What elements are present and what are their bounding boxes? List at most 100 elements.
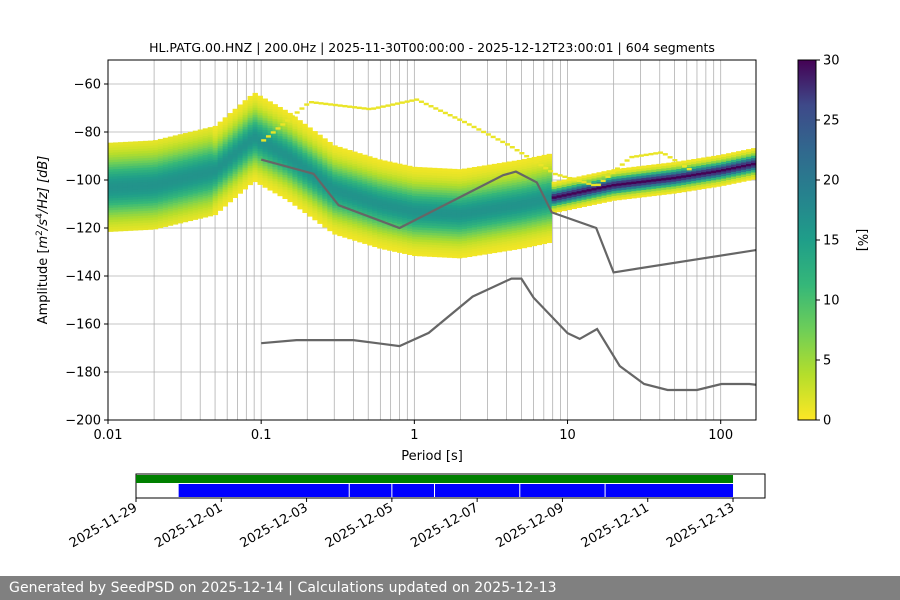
- heatmap-cell: [526, 232, 533, 236]
- heatmap-cell: [751, 152, 756, 156]
- heatmap-cell: [412, 188, 418, 192]
- heatmap-cell: [272, 108, 278, 112]
- heatmap-cell: [726, 174, 732, 178]
- heatmap-cell: [486, 167, 493, 170]
- heatmap-cell: [481, 199, 488, 202]
- heatmap-cell: [297, 148, 303, 152]
- heatmap-cell: [157, 182, 164, 185]
- heatmap-cell: [247, 167, 253, 171]
- heatmap-cell: [217, 162, 224, 166]
- heatmap-cell: [656, 166, 662, 170]
- heatmap-cell: [387, 168, 393, 172]
- heatmap-cell: [551, 186, 558, 190]
- heatmap-cell: [596, 201, 602, 204]
- heatmap-cell: [481, 213, 488, 217]
- heatmap-cell: [212, 190, 219, 194]
- heatmap-cell: [716, 181, 722, 185]
- heatmap-cell: [197, 187, 204, 190]
- heatmap-cell: [182, 193, 189, 196]
- heatmap-cell: [142, 157, 149, 161]
- heatmap-cell: [202, 185, 209, 189]
- heatmap-cell: [342, 194, 348, 197]
- heatmap-cell: [337, 154, 343, 157]
- heatmap-cell: [282, 121, 288, 125]
- heatmap-cell: [212, 195, 219, 199]
- heatmap-cell: [357, 201, 363, 204]
- heatmap-cell: [516, 234, 523, 238]
- heatmap-cell: [427, 191, 433, 195]
- heatmap-cell: [526, 165, 533, 168]
- heatmap-cell: [352, 187, 358, 191]
- heatmap-cell: [217, 140, 224, 144]
- heatmap-cell: [526, 234, 533, 238]
- heatmap-cell: [456, 188, 463, 192]
- heatmap-cell: [476, 202, 483, 206]
- heatmap-cell: [147, 140, 154, 144]
- heatmap-cell: [486, 195, 493, 199]
- heatmap-cell: [287, 160, 293, 164]
- heatmap-cell: [686, 178, 692, 182]
- heatmap-cell: [422, 227, 428, 231]
- heatmap-cell: [746, 165, 752, 169]
- heatmap-cell: [152, 202, 159, 206]
- y-tick-label: −60: [74, 78, 101, 93]
- heatmap-cell: [491, 187, 498, 191]
- heatmap-cell: [322, 155, 328, 158]
- heatmap-cell: [536, 235, 543, 238]
- heatmap-cell: [536, 199, 543, 202]
- heatmap-cell: [382, 246, 388, 250]
- heatmap-cell: [347, 193, 353, 197]
- heatmap-cell: [307, 137, 313, 140]
- heatmap-cell: [187, 134, 194, 138]
- heatmap-cell: [237, 190, 243, 194]
- heatmap-cell: [232, 130, 238, 134]
- heatmap-cell: [551, 191, 558, 194]
- heatmap-cell: [716, 171, 722, 175]
- heatmap-cell: [137, 193, 144, 197]
- heatmap-cell: [182, 212, 189, 216]
- heatmap-cell: [212, 171, 219, 175]
- heatmap-cell: [162, 216, 169, 220]
- heatmap-cell: [337, 182, 343, 186]
- heatmap-cell: [352, 161, 358, 164]
- heatmap-cell: [397, 223, 403, 227]
- heatmap-cell: [277, 157, 283, 161]
- heatmap-cell: [496, 172, 503, 176]
- heatmap-cell: [172, 202, 179, 206]
- heatmap-cell: [262, 146, 268, 150]
- heatmap-cell: [207, 191, 214, 195]
- heatmap-cell: [422, 174, 428, 178]
- heatmap-cell: [252, 97, 258, 101]
- heatmap-cell: [117, 154, 124, 157]
- heatmap-cell: [172, 183, 179, 187]
- heatmap-cell: [332, 154, 338, 158]
- heatmap-cell: [701, 167, 707, 170]
- heatmap-cell: [322, 157, 328, 161]
- heatmap-cell: [252, 152, 258, 156]
- heatmap-cell: [327, 182, 333, 186]
- heatmap-cell: [541, 171, 548, 175]
- heatmap-cell: [352, 194, 358, 198]
- heatmap-cell: [277, 106, 283, 110]
- heatmap-cell: [711, 160, 717, 164]
- heatmap-cell: [137, 148, 144, 152]
- heatmap-cell: [541, 236, 548, 240]
- heatmap-cell: [446, 255, 453, 258]
- heatmap-cell: [162, 209, 169, 213]
- heatmap-cell: [227, 127, 234, 131]
- heatmap-cell: [207, 146, 214, 150]
- heatmap-cell: [456, 250, 463, 254]
- heatmap-cell: [441, 223, 448, 227]
- heatmap-cell: [751, 162, 756, 166]
- heatmap-cell: [127, 228, 134, 231]
- heatmap-cell: [596, 189, 602, 192]
- heatmap-cell: [207, 129, 214, 133]
- heatmap-cell: [222, 141, 229, 145]
- heatmap-cell: [337, 206, 343, 210]
- heatmap-cell: [242, 160, 248, 164]
- heatmap-cell: [596, 193, 602, 197]
- heatmap-cell: [342, 201, 348, 205]
- heatmap-cell: [282, 136, 288, 139]
- heatmap-cell: [162, 207, 169, 211]
- heatmap-cell: [242, 172, 248, 176]
